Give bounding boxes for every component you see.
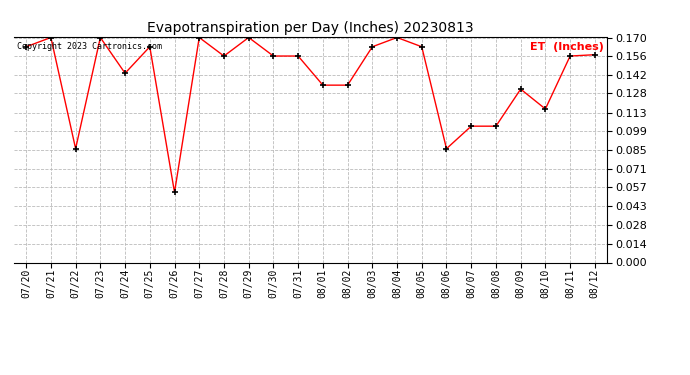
Text: Copyright 2023 Cartronics.com: Copyright 2023 Cartronics.com [17, 42, 161, 51]
Text: ET  (Inches): ET (Inches) [531, 42, 604, 52]
Title: Evapotranspiration per Day (Inches) 20230813: Evapotranspiration per Day (Inches) 2023… [147, 21, 474, 35]
